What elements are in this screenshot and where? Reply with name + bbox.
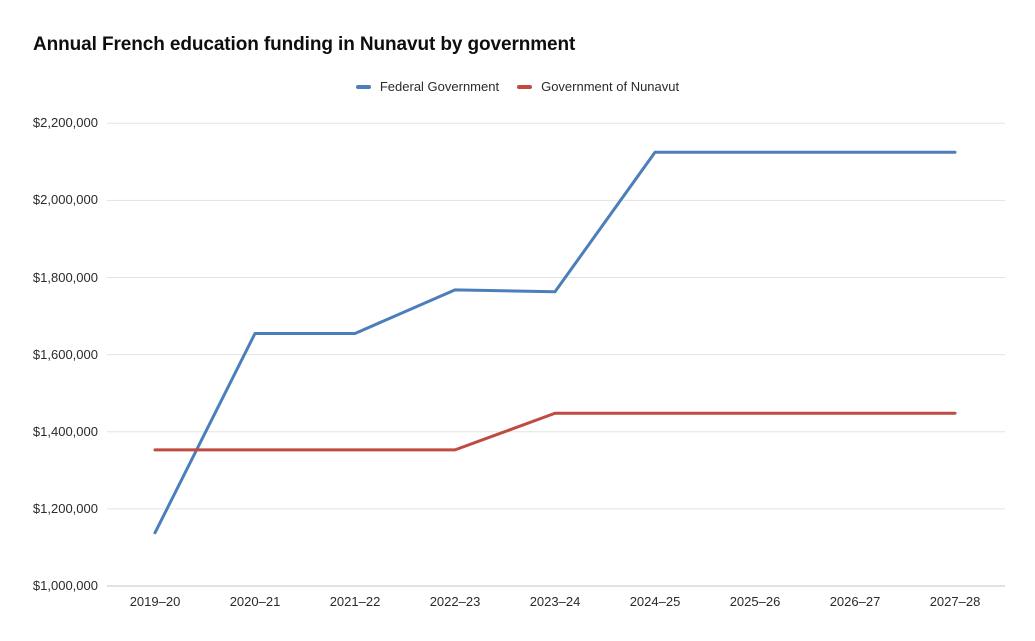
y-axis-label: $1,600,000: [32, 346, 98, 362]
legend-label-government-of-nunavut: Government of Nunavut: [541, 79, 680, 94]
legend-item-government-of-nunavut: Government of Nunavut: [517, 79, 679, 94]
y-axis-label: $1,200,000: [32, 500, 98, 516]
x-axis-label: 2025–26: [729, 594, 781, 609]
x-axis-label: 2027–28: [929, 594, 981, 609]
legend: Federal Government Government of Nunavut: [0, 79, 1035, 94]
y-axis-label: $2,200,000: [32, 115, 98, 131]
x-axis-label: 2024–25: [629, 594, 681, 609]
x-axis-label: 2021–22: [329, 594, 381, 609]
government-of-nunavut-line: [153, 411, 957, 452]
legend-swatch-federal-government-icon: [355, 84, 371, 89]
chart-title: Annual French education funding in Nunav…: [33, 34, 576, 55]
x-axis-label: 2019–20: [129, 594, 181, 609]
x-axis-label: 2023–24: [529, 594, 581, 609]
x-axis-label: 2026–27: [829, 594, 881, 609]
y-axis-label: $1,000,000: [32, 578, 98, 593]
y-axis-label: $1,800,000: [32, 269, 98, 285]
legend-label-federal-government: Federal Government: [379, 79, 500, 94]
x-axis-label: 2022–23: [429, 594, 481, 609]
y-axis-label: $2,000,000: [32, 192, 98, 208]
x-axis-label: 2020–21: [229, 594, 281, 609]
y-axis-label: $1,400,000: [32, 423, 98, 439]
legend-item-federal-government: Federal Government: [355, 79, 500, 94]
federal-government-line: [153, 150, 957, 535]
legend-swatch-government-of-nunavut-icon: [517, 84, 533, 89]
